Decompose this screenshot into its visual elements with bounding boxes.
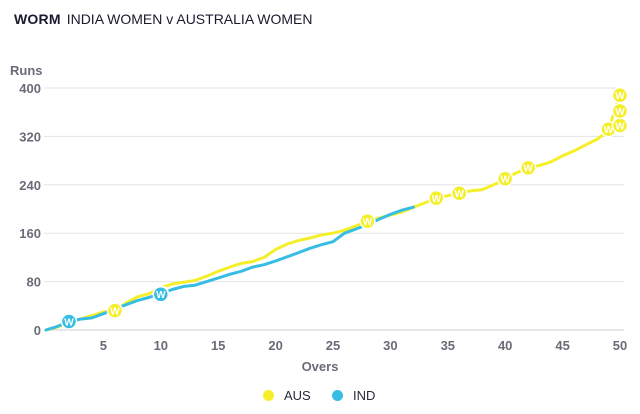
wicket-marker-aus-10: W [611,102,629,120]
x-axis-title: Overs [302,359,339,374]
wicket-marker-label: W [500,175,510,186]
wicket-marker-label: W [615,121,625,132]
series-line-aus [44,92,622,332]
legend-swatch-ind [332,390,343,401]
grid-lines [44,87,624,283]
legend-swatch-aus [263,390,274,401]
wicket-marker-label: W [604,125,614,136]
wicket-marker-label: W [64,317,74,328]
y-tick-label-320: 320 [19,129,41,144]
legend-label-ind: IND [353,388,376,403]
wicket-marker-circle [359,212,376,230]
wicket-marker-aus-4: W [428,189,445,207]
wicket-marker-ind-1: W [60,313,78,330]
x-tick-label-10: 10 [154,338,168,353]
series-lines [44,92,622,332]
wicket-marker-aus-5: W [451,185,468,202]
y-tick-label-160: 160 [19,226,41,241]
wicket-marker-label: W [110,306,120,317]
axes: 0 80 160 240 320 400 5 10 15 20 25 30 35 40 45 50 Runs Ov… [10,63,627,374]
wicket-marker-circle [60,313,78,330]
legend-item-ind[interactable]: IND [332,388,375,403]
wicket-marker-label: W [455,189,465,200]
wicket-marker-ind-2: W [152,286,170,303]
wicket-marker-label: W [615,91,625,102]
chart-title: WORM [14,11,61,27]
x-tick-label-50: 50 [613,338,627,353]
x-tick-label-35: 35 [441,338,455,353]
wicket-marker-aus-6: W [496,170,514,187]
x-tick-label-45: 45 [555,338,569,353]
chart-header: WORM INDIA WOMEN v AUSTRALIA WOMEN [14,11,313,27]
wicket-marker-label: W [523,164,533,175]
y-tick-label-240: 240 [19,178,41,193]
wicket-marker-label: W [615,107,625,118]
y-tick-label-80: 80 [27,275,41,290]
wicket-marker-aus-7: W [519,159,537,177]
match-title: INDIA WOMEN v AUSTRALIA WOMEN [66,11,313,27]
x-tick-label-15: 15 [211,338,225,353]
wicket-marker-circle [152,286,170,303]
y-axis-title: Runs [10,63,43,78]
wicket-marker-circle [496,170,514,187]
x-tick-label-40: 40 [498,338,512,353]
wicket-marker-circle [451,185,468,202]
x-tick-label-5: 5 [100,338,107,353]
wicket-marker-circle [106,302,124,319]
wicket-markers: WWWWWWWWWWWWW [60,87,629,330]
wicket-marker-circle [611,87,629,104]
wicket-marker-label: W [156,290,166,301]
wicket-marker-label: W [363,217,373,228]
x-tick-label-20: 20 [268,338,282,353]
x-tick-label-25: 25 [326,338,340,353]
y-tick-label-400: 400 [19,81,41,96]
x-tick-label-30: 30 [383,338,397,353]
wicket-marker-circle [428,189,445,207]
legend-item-aus[interactable]: AUS [263,388,311,403]
wicket-marker-aus-3: W [359,212,376,230]
legend-label-aus: AUS [284,388,311,403]
wicket-marker-aus-1: W [106,302,124,319]
wicket-marker-circle [519,159,537,177]
wicket-marker-aus-11: W [611,87,629,104]
y-tick-label-0: 0 [34,323,41,338]
wicket-marker-aus-9: W [611,117,629,134]
wicket-marker-label: W [432,194,442,205]
